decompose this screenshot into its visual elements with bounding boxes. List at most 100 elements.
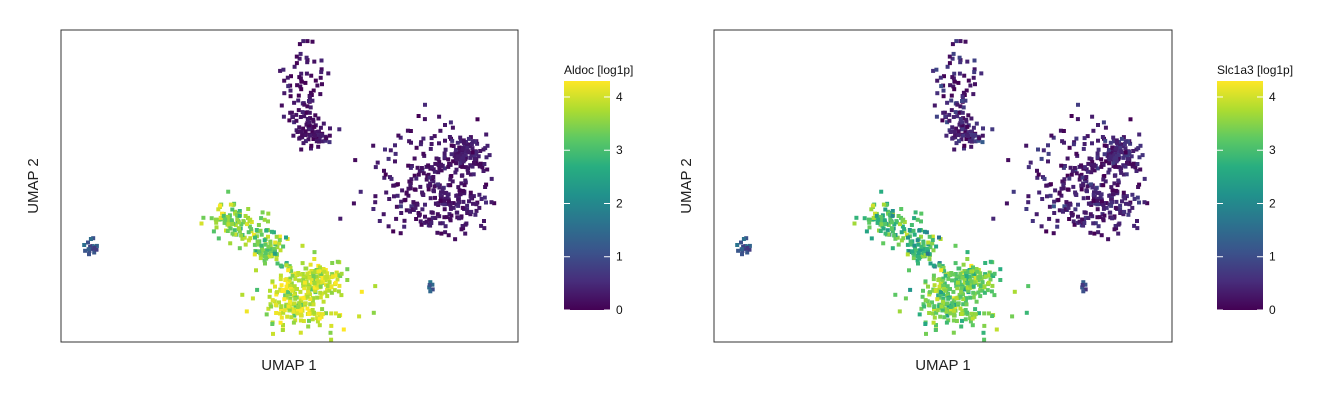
cell-point-bottom-center <box>950 301 955 306</box>
cell-point-left-small <box>92 250 97 255</box>
colorbar-tick-label: 4 <box>616 90 623 104</box>
cell-point-right <box>1059 186 1064 191</box>
cell-point-bottom-center <box>954 282 959 287</box>
cell-point-right <box>1092 163 1097 168</box>
cell-point-top <box>958 117 963 121</box>
cell-point-middle-left <box>922 229 927 234</box>
cell-point-bottom-center <box>290 288 295 293</box>
cell-point-middle-left <box>226 222 231 227</box>
cell-point-top <box>302 102 307 107</box>
cell-point-bottom-center <box>992 293 997 298</box>
cell-point-right <box>1104 205 1109 210</box>
cell-point-top <box>321 121 326 126</box>
cell-point-bottom-center <box>959 324 964 329</box>
cell-point-right <box>1101 120 1106 125</box>
cell-point-bottom-center <box>998 278 1003 282</box>
cell-point-top <box>295 130 300 134</box>
cell-point-middle-left <box>246 215 250 220</box>
cell-point-top <box>956 139 961 144</box>
cell-point-bottom-center <box>277 300 281 305</box>
cell-point-top <box>319 133 324 137</box>
cell-point-right <box>483 146 488 151</box>
cell-point-middle-left <box>268 240 273 245</box>
cell-point-right <box>1047 204 1052 209</box>
cell-point-bottom-center <box>923 322 928 326</box>
cell-point-bottom-center <box>311 277 316 282</box>
cell-point-bottom-center <box>312 250 317 255</box>
cell-point-middle-left <box>264 256 269 261</box>
cell-point-bottom-center <box>272 299 277 304</box>
cell-point-right <box>395 193 400 198</box>
cell-point-middle-left <box>266 234 270 239</box>
cell-point-bottom-center <box>965 285 970 290</box>
cell-point-top <box>282 91 287 96</box>
cell-point-middle-left <box>218 203 223 208</box>
cell-point-top <box>311 117 316 122</box>
cell-point-right <box>1082 136 1087 141</box>
cell-point-middle-left <box>223 217 228 222</box>
colorbar-tick-label: 3 <box>1269 143 1276 157</box>
cell-point-right <box>1112 227 1117 232</box>
cell-point-right <box>1039 156 1044 161</box>
cell-point-top <box>960 99 964 103</box>
cell-point-right <box>460 173 465 178</box>
cell-point-right <box>399 211 404 215</box>
cell-point-right <box>413 205 418 210</box>
cell-point-bottom-center <box>945 313 950 318</box>
cell-point-bottom-center <box>934 323 938 327</box>
cell-point-middle-left <box>921 244 926 249</box>
cell-point-top <box>297 136 302 141</box>
cell-point-left-small <box>745 250 750 255</box>
cell-point-bottom-center <box>300 243 305 248</box>
cell-point-right <box>1006 158 1011 163</box>
cell-point-right <box>1113 191 1118 195</box>
cell-point-bottom-center <box>954 296 959 301</box>
cell-point-top <box>299 71 304 76</box>
cell-point-bottom-center <box>330 272 335 277</box>
cell-point-bottom-center <box>976 290 981 295</box>
cell-point-right <box>436 201 441 206</box>
cell-point-bottom-center <box>316 311 321 316</box>
cell-point-right <box>451 205 456 210</box>
cell-point-right <box>433 195 437 200</box>
cell-point-right <box>1073 190 1078 195</box>
cell-point-right <box>1084 175 1089 179</box>
cell-point-bottom-center <box>954 275 959 280</box>
cell-point-right <box>1026 194 1031 199</box>
cell-point-right <box>417 213 421 218</box>
cell-point-middle-left <box>266 252 271 257</box>
cell-point-top <box>980 133 985 138</box>
cell-point-bottom-center <box>981 330 986 335</box>
cell-point-top <box>310 127 315 132</box>
cell-point-right <box>1112 181 1117 186</box>
cell-point-bottom-center <box>978 294 983 299</box>
cell-point-bottom-center <box>302 286 307 291</box>
cell-point-right <box>415 202 420 207</box>
cell-point-top <box>299 87 304 92</box>
cell-point-right <box>483 185 488 189</box>
cell-point-right <box>1041 148 1046 153</box>
cell-point-right <box>383 147 387 152</box>
cell-point-right <box>1124 201 1128 206</box>
cell-point-bottom-center <box>931 311 935 316</box>
cell-point-right <box>417 169 422 174</box>
cell-point-middle-left <box>881 241 886 246</box>
cell-point-bottom-center <box>296 304 301 309</box>
cell-point-top <box>954 39 959 44</box>
cell-point-bottom-center <box>946 271 951 276</box>
cell-point-top <box>320 82 324 87</box>
cell-point-bottom-center <box>978 284 983 288</box>
cell-point-right <box>1137 155 1142 160</box>
cell-point-bottom-center <box>309 280 314 285</box>
cell-point-right <box>1092 231 1097 236</box>
cell-point-middle-left <box>901 217 906 222</box>
cell-point-bottom-center <box>923 298 928 303</box>
cell-point-top <box>966 78 971 83</box>
cell-point-right <box>371 143 376 148</box>
cell-point-right <box>1125 154 1130 159</box>
cell-point-bottom-center <box>278 277 283 282</box>
cell-point-right <box>421 171 426 176</box>
cell-point-middle-left <box>937 235 941 240</box>
cell-point-middle-left <box>890 226 895 231</box>
cell-point-bottom-center <box>315 319 320 324</box>
